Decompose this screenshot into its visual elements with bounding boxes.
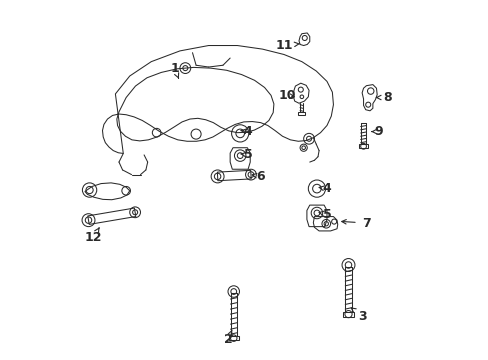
Text: 11: 11 (275, 39, 299, 52)
Text: 12: 12 (84, 228, 102, 244)
Text: 7: 7 (341, 216, 370, 230)
Text: 5: 5 (240, 148, 252, 161)
Text: 3: 3 (350, 308, 366, 323)
Bar (297, 112, 305, 115)
Text: 8: 8 (376, 91, 391, 104)
Text: 2: 2 (224, 330, 232, 346)
Text: 4: 4 (240, 125, 252, 138)
Text: 10: 10 (278, 89, 296, 102)
Text: 1: 1 (170, 62, 179, 78)
Text: 5: 5 (319, 208, 331, 221)
Text: 6: 6 (252, 170, 264, 183)
Bar (358, 144, 367, 148)
Text: 4: 4 (319, 183, 331, 195)
Bar (343, 312, 353, 317)
Bar (228, 336, 238, 340)
Text: 9: 9 (371, 125, 383, 138)
